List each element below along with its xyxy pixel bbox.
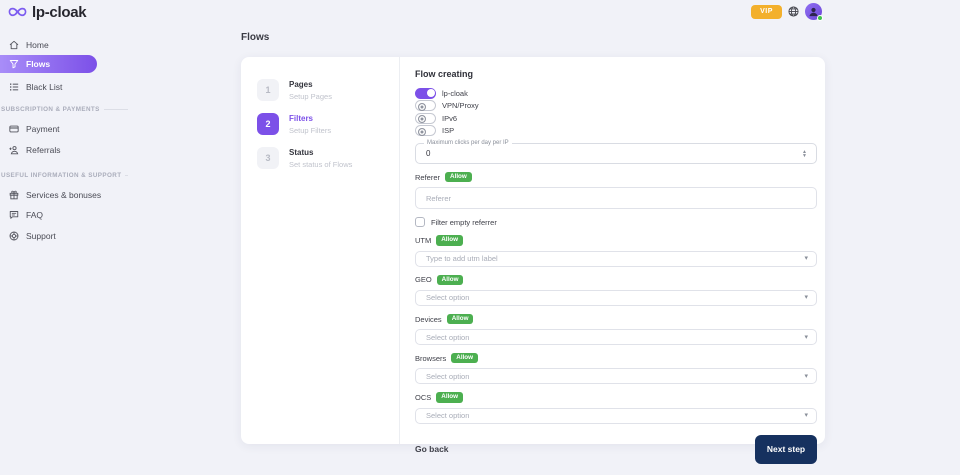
next-step-button[interactable]: Next step [755,434,817,464]
step-status[interactable]: 3 Status Set status of Flows [257,147,352,169]
brand-name: lp-cloak [32,4,87,21]
gift-icon [9,190,19,199]
payment-icon [9,125,19,132]
filters-form: Flow creating lp-cloak VPN/Proxy IPv6 IS… [415,69,817,464]
step-title: Filters [289,114,314,123]
sidebar-item-label: Referrals [26,144,61,155]
geo-input[interactable] [416,293,805,303]
sidebar-item-flows[interactable]: Flows [0,55,97,73]
devices-select[interactable]: ▾ [415,329,817,346]
chevron-down-icon: ▾ [804,372,808,380]
ocs-label: OCS [415,393,432,403]
utm-allow-badge[interactable]: Allow [436,235,464,246]
sidebar-section-support: Useful information & Support [0,172,128,179]
filter-empty-referrer-checkbox-row[interactable]: Filter empty referrer [415,217,817,228]
sidebar-item-label: Flows [26,59,51,69]
blacklist-icon [10,83,19,90]
ocs-input[interactable] [416,411,805,421]
sidebar-item-black-list[interactable]: Black List [0,80,62,93]
browsers-select[interactable]: ▾ [415,368,817,385]
sidebar-item-label: Services & bonuses [26,189,102,200]
toggle-switch-off[interactable] [415,125,436,137]
sidebar-item-services[interactable]: Services & bonuses [0,188,101,201]
sidebar-item-payment[interactable]: Payment [0,122,60,135]
step-subtitle: Set status of Flows [289,160,353,169]
devices-input[interactable] [416,332,805,342]
step-filters[interactable]: 2 Filters Setup Filters [257,113,331,135]
chevron-down-icon: ▾ [804,255,808,263]
toggle-vpn-proxy[interactable]: VPN/Proxy [415,100,817,113]
sidebar-item-home[interactable]: Home [0,38,49,51]
user-avatar[interactable] [805,3,823,21]
geo-allow-badge[interactable]: Allow [436,274,464,285]
utm-label: UTM [415,235,432,245]
vip-button[interactable]: VIP [751,4,782,19]
number-stepper-icon[interactable]: ▲ ▼ [802,148,807,159]
step-subtitle: Setup Filters [289,126,332,135]
sidebar-item-referrals[interactable]: Referrals [0,143,60,156]
geo-label: GEO [415,275,432,285]
sidebar-item-label: Payment [26,123,60,134]
referer-input[interactable] [415,187,817,210]
sidebar-item-label: FAQ [26,209,44,220]
home-icon [9,40,19,49]
sidebar-item-label: Support [26,230,56,241]
max-clicks-label: Maximum clicks per day per IP [424,140,512,146]
checkbox[interactable] [415,217,425,228]
steps-form-divider [399,57,400,444]
devices-label: Devices [415,314,442,324]
chevron-down-icon: ▾ [804,294,808,302]
sidebar-item-support[interactable]: Support [0,229,56,242]
toggle-lp-cloak[interactable]: lp-cloak [415,87,817,100]
referrals-icon [9,145,19,154]
chevron-down-icon: ▾ [804,412,808,420]
toggle-ipv6[interactable]: IPv6 [415,112,817,125]
sidebar-section-subscription: Subscription & Payments [0,106,128,113]
language-globe-icon[interactable] [788,6,799,17]
page-title: Flows [241,32,270,43]
person-icon [809,7,818,17]
referer-label: Referer [415,172,441,182]
go-back-button[interactable]: Go back [415,444,449,455]
step-number: 2 [257,113,279,135]
brand-logo[interactable]: lp-cloak [8,4,87,21]
step-number: 1 [257,79,279,101]
geo-select[interactable]: ▾ [415,289,817,306]
devices-allow-badge[interactable]: Allow [446,313,474,325]
chevron-down-icon: ▾ [804,333,808,341]
toggle-switch-off[interactable] [415,112,436,124]
browsers-label: Browsers [415,353,447,363]
max-clicks-input[interactable] [416,149,803,158]
toggle-isp[interactable]: ISP [415,125,817,138]
utm-select[interactable]: ▾ [415,250,817,267]
toggle-switch-off[interactable] [415,100,436,112]
online-status-dot [817,15,823,21]
step-number: 3 [257,147,279,169]
max-clicks-field[interactable]: Maximum clicks per day per IP ▲▼ [415,140,817,164]
mask-icon [8,7,27,17]
step-pages[interactable]: 1 Pages Setup Pages [257,79,332,101]
sidebar-item-faq[interactable]: FAQ [0,208,43,221]
step-subtitle: Setup Pages [289,92,332,101]
form-title: Flow creating [415,69,474,79]
step-title: Pages [289,80,313,89]
chat-icon [9,210,19,219]
lifebuoy-icon [9,231,19,240]
ocs-select[interactable]: ▾ [415,407,817,424]
ocs-allow-badge[interactable]: Allow [436,392,464,403]
sidebar-item-label: Home [26,39,49,50]
toggle-switch-on[interactable] [415,87,436,99]
utm-input[interactable] [416,254,805,264]
referer-allow-badge[interactable]: Allow [445,172,472,183]
flows-icon [9,60,19,69]
flow-creating-card: 1 Pages Setup Pages 2 Filters Setup Filt… [241,57,825,464]
sidebar-item-label: Black List [26,81,63,92]
browsers-input[interactable] [416,371,805,381]
browsers-allow-badge[interactable]: Allow [451,353,479,364]
step-title: Status [289,148,314,157]
